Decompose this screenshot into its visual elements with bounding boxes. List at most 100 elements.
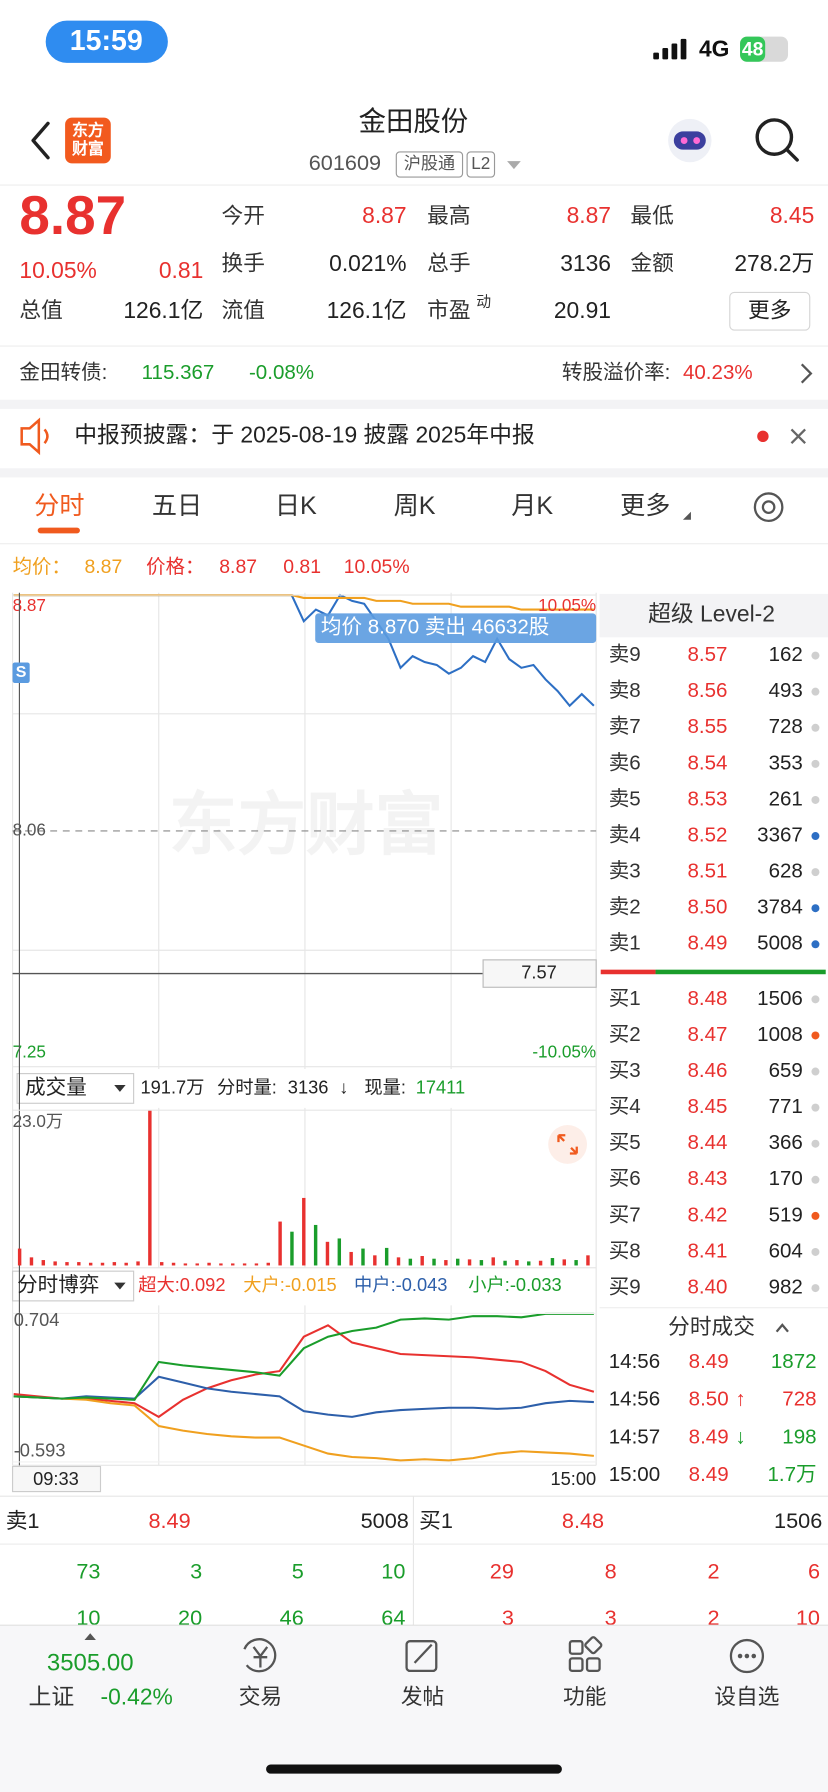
tab[interactable]: 更多 (620, 492, 670, 520)
bond-change: -0.08% (249, 361, 314, 384)
tab-bar-item[interactable]: 发帖 (401, 1684, 444, 1709)
selector-caret (114, 1085, 126, 1092)
volume-bar (17, 1248, 22, 1266)
book-dot (811, 1247, 820, 1256)
watermark: 东方财富 (169, 786, 443, 863)
cursor-box (482, 959, 597, 988)
tab[interactable]: 周K (394, 492, 436, 520)
book-dot (811, 1284, 820, 1293)
trade-price: 8.50 (689, 1388, 729, 1411)
field-label: 总值 (19, 298, 62, 323)
change-pct: 10.05% (19, 257, 96, 283)
book-volume: 728 (769, 715, 803, 738)
book-volume: 353 (769, 751, 803, 774)
back-button[interactable] (31, 121, 50, 160)
assistant-avatar[interactable] (668, 118, 712, 163)
watchlist-icon (729, 1638, 765, 1674)
tab[interactable]: 分时 (34, 492, 84, 520)
trade-price: 8.49 (689, 1350, 729, 1373)
tab[interactable]: 月K (511, 492, 553, 520)
y2-tick-label: 10.05% (538, 595, 596, 615)
book-label: 买4 (609, 1095, 641, 1118)
field-sup: 动 (476, 294, 491, 311)
trade-volume: 1.7万 (767, 1463, 816, 1486)
field-value: 8.45 (770, 202, 814, 228)
field-label: 总手 (427, 251, 470, 276)
game-selector[interactable] (11, 1270, 135, 1302)
book-volume: 3367 (757, 823, 803, 846)
volume-current-label: 现量: (364, 1076, 406, 1097)
volume-bar (41, 1260, 46, 1266)
x-tick-label: 15:00 (550, 1468, 596, 1489)
summary-cell: 2 (707, 1558, 719, 1583)
tab-bar-item[interactable]: 交易 (239, 1684, 282, 1709)
price-value: 8.87 (219, 556, 257, 578)
notice-close[interactable] (790, 428, 806, 444)
volume-bar (278, 1221, 282, 1266)
book-price: 8.51 (687, 860, 727, 883)
volume-bar (574, 1260, 578, 1266)
code-dropdown[interactable] (507, 161, 521, 170)
clock: 15:59 (70, 25, 143, 57)
book-label: 买7 (609, 1203, 641, 1226)
expand-button[interactable] (548, 1124, 588, 1164)
volume-bar (266, 1262, 270, 1266)
book-dot (811, 759, 820, 768)
volume-bar (562, 1259, 566, 1266)
tag: L2 (471, 153, 490, 173)
tag-boxes (395, 151, 496, 178)
book-dot (811, 1139, 820, 1148)
book-dot (811, 651, 820, 660)
book-label: 买9 (609, 1275, 641, 1298)
volume-bar (467, 1259, 472, 1266)
tab-bar-item[interactable]: 设自选 (714, 1684, 779, 1709)
book-label: 卖9 (609, 643, 641, 666)
volume-bar (432, 1258, 436, 1266)
tab-underline (37, 527, 80, 534)
tab-bar-item[interactable]: 功能 (563, 1684, 606, 1709)
change-value: 0.81 (283, 556, 321, 578)
trade-arrow: ↑ (735, 1388, 745, 1411)
volume-bar (231, 1263, 235, 1266)
summary-cell: 3 (502, 1605, 514, 1630)
series-line (13, 1312, 594, 1401)
book-price: 8.53 (687, 787, 727, 810)
home-indicator (266, 1764, 562, 1774)
volume-bar (195, 1263, 199, 1266)
stock-code: 601609 (309, 150, 381, 175)
book-label: 买1 (609, 987, 641, 1010)
volume-bar (538, 1260, 543, 1266)
book-dot (811, 940, 820, 949)
bond-chevron[interactable] (800, 363, 813, 384)
book-divider-ask (600, 969, 656, 975)
bond-price: 115.367 (142, 361, 215, 384)
battery: 48 (742, 38, 764, 60)
cursor-label: 7.57 (521, 961, 557, 982)
book-price: 8.49 (687, 932, 727, 955)
tooltip-text: 均价 8.870 卖出 46632股 (321, 616, 549, 639)
index-toggle[interactable] (84, 1633, 96, 1641)
trades-toggle[interactable] (775, 1323, 789, 1333)
more-button[interactable] (729, 291, 811, 331)
book-volume: 5008 (757, 932, 803, 955)
tab[interactable]: 日K (275, 492, 317, 520)
book-volume: 519 (769, 1203, 803, 1226)
field-label: 最低 (630, 203, 673, 228)
volume-selector[interactable] (16, 1073, 135, 1104)
search-button[interactable] (755, 118, 799, 162)
book-price: 8.41 (687, 1239, 727, 1262)
volume-bar (420, 1256, 424, 1266)
book-price: 8.47 (687, 1023, 727, 1046)
volume-bar (242, 1263, 247, 1266)
notice-text: 中报预披露：于 2025-08-19 披露 2025年中报 (74, 421, 535, 447)
book-price: 8.54 (687, 751, 727, 774)
time-pill (45, 20, 168, 63)
summary-label: 卖1 (6, 1508, 40, 1533)
tag: 沪股通 (404, 153, 455, 173)
volume-bar (396, 1257, 401, 1266)
volume-bar (515, 1260, 519, 1266)
tab[interactable]: 五日 (152, 492, 202, 520)
field-value: 3136 (560, 250, 611, 276)
book-price: 8.44 (687, 1131, 727, 1154)
settings-button[interactable] (753, 492, 784, 522)
